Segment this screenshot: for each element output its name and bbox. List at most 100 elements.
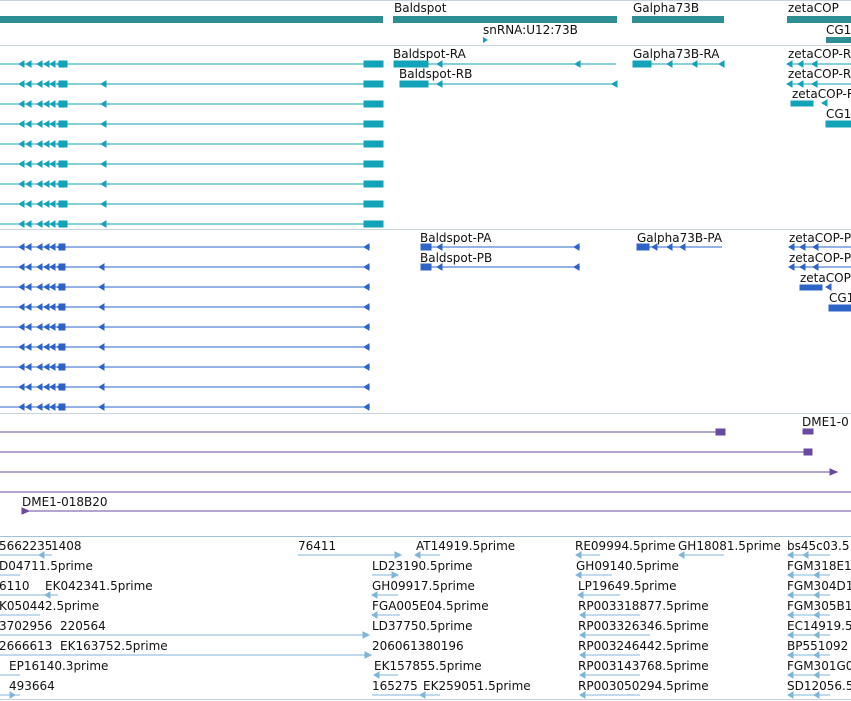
transcript-model[interactable] — [0, 220, 384, 228]
protein-baldspot-pa[interactable] — [420, 243, 580, 251]
est-label[interactable]: 76411 — [298, 539, 337, 553]
gene-label-snrna[interactable]: snRNA:U12:73B — [483, 23, 578, 37]
est-label[interactable]: RP003246442.5prime — [578, 639, 709, 653]
est-label[interactable]: RP003318877.5prime — [578, 599, 709, 613]
transcript-model[interactable] — [0, 100, 384, 108]
est-label[interactable]: RP003143768.5prime — [578, 659, 709, 673]
est-label[interactable]: AT14919.5prime — [416, 539, 516, 553]
protein-label-zetacop-p3[interactable]: zetaCOP- — [800, 271, 851, 285]
protein-model[interactable] — [0, 383, 370, 391]
protein-zetacop-p[interactable] — [788, 243, 851, 312]
est-label[interactable]: LD37750.5prime — [372, 619, 473, 633]
transcript-label-zetacop-r3[interactable]: zetaCOP-R — [792, 87, 851, 101]
est-label[interactable]: EP16140.3prime — [9, 659, 109, 673]
repeat-feature[interactable] — [0, 468, 839, 476]
est-label[interactable]: LD23190.5prime — [372, 559, 473, 573]
protein-model[interactable] — [0, 263, 370, 271]
transcript-label-zetacop-r2[interactable]: zetaCOP-R — [788, 67, 851, 81]
protein-baldspot-pb[interactable] — [420, 263, 580, 271]
protein-galpha73b-pa[interactable] — [636, 243, 722, 251]
est-label[interactable]: 220564 — [60, 619, 106, 633]
protein-model[interactable] — [0, 363, 370, 371]
est-label[interactable]: EC14919.5 — [787, 619, 851, 633]
est-label[interactable]: 1408 — [51, 539, 82, 553]
protein-label-baldspot-pb[interactable]: Baldspot-PB — [420, 251, 493, 265]
gene-label-cg1[interactable]: CG1 — [826, 23, 851, 37]
est-label[interactable]: FGM318E1 — [787, 559, 851, 573]
transcript-model[interactable] — [0, 80, 384, 88]
protein-model[interactable] — [0, 243, 370, 251]
protein-label-galpha73b-pa[interactable]: Galpha73B-PA — [637, 231, 723, 245]
transcript-label-baldspot-ra[interactable]: Baldspot-RA — [393, 47, 466, 61]
est-label[interactable]: FGM305B1 — [787, 599, 851, 613]
est-label[interactable]: RP003326346.5prime — [578, 619, 709, 633]
est-label[interactable]: 206061380196 — [372, 639, 464, 653]
repeat-label-dme1-018b20[interactable]: DME1-018B20 — [22, 495, 108, 509]
est-label[interactable]: FGA005E04.5prime — [372, 599, 489, 613]
est-label[interactable]: GH09917.5prime — [372, 579, 475, 593]
transcript-model[interactable] — [0, 60, 384, 68]
protein-label-zetacop-p1[interactable]: zetaCOP-P — [789, 231, 851, 245]
protein-model[interactable] — [0, 403, 370, 411]
est-label[interactable]: 2666613 — [0, 639, 53, 653]
rna-track[interactable] — [0, 46, 851, 230]
est-label[interactable]: EK163752.5prime — [60, 639, 168, 653]
repeat-feature[interactable] — [0, 428, 726, 436]
protein-model[interactable] — [0, 303, 370, 311]
est-label[interactable]: BP551092 — [787, 639, 849, 653]
est-label[interactable]: bs45c03.5 — [787, 539, 850, 553]
track-separator — [0, 45, 851, 46]
protein-label-zetacop-p2[interactable]: zetaCOP-P — [789, 251, 851, 265]
repeat-label-dme1[interactable]: DME1-0 — [802, 415, 849, 429]
gene-label-galpha73b[interactable]: Galpha73B — [633, 1, 700, 15]
gene-baldspot-bar — [393, 16, 617, 23]
protein-track[interactable] — [0, 230, 851, 414]
est-label[interactable]: EK259051.5prime — [423, 679, 531, 693]
transcript-label-cg1[interactable]: CG1 — [826, 107, 851, 121]
est-label[interactable]: 5662235 — [0, 539, 53, 553]
est-label[interactable]: GH09140.5prime — [576, 559, 679, 573]
est-label[interactable]: EK157855.5prime — [374, 659, 482, 673]
repeat-track[interactable] — [0, 414, 851, 518]
transcript-baldspot-ra[interactable] — [393, 60, 616, 68]
repeat-feature-dme1-018b20[interactable] — [21, 507, 851, 515]
est-label[interactable]: 3702956 — [0, 619, 53, 633]
est-label[interactable]: 6110 — [0, 579, 30, 593]
left-protein-group[interactable] — [0, 243, 370, 411]
est-label[interactable]: 493664 — [9, 679, 55, 693]
est-label[interactable]: 165275 — [372, 679, 418, 693]
est-label[interactable]: LP19649.5prime — [578, 579, 677, 593]
gene-label-zetacop[interactable]: zetaCOP — [788, 1, 839, 15]
transcript-label-baldspot-rb[interactable]: Baldspot-RB — [399, 67, 473, 81]
transcript-label-zetacop-r1[interactable]: zetaCOP-R — [788, 47, 851, 61]
protein-label-cg1[interactable]: CG1 — [829, 291, 851, 305]
est-label[interactable]: RP003050294.5prime — [578, 679, 709, 693]
transcript-model[interactable] — [0, 140, 384, 148]
est-label[interactable]: D04711.5prime — [0, 559, 93, 573]
transcript-model[interactable] — [0, 120, 384, 128]
est-label[interactable]: FGM301G0 — [787, 659, 851, 673]
left-transcript-group[interactable] — [0, 60, 384, 228]
est-label[interactable]: SD12056.5 — [787, 679, 851, 693]
repeat-feature[interactable] — [0, 448, 813, 456]
transcript-model[interactable] — [0, 180, 384, 188]
transcript-model[interactable] — [0, 160, 384, 168]
est-track[interactable] — [0, 537, 851, 701]
transcript-zetacop-r[interactable] — [786, 60, 851, 128]
est-label[interactable]: FGM304D1 — [787, 579, 851, 593]
gene-track[interactable] — [0, 0, 851, 46]
est-label[interactable]: GH18081.5prime — [678, 539, 781, 553]
protein-model[interactable] — [0, 283, 370, 291]
est-label[interactable]: EK042341.5prime — [45, 579, 153, 593]
transcript-galpha73b-ra[interactable] — [632, 60, 725, 68]
transcript-model[interactable] — [0, 200, 384, 208]
transcript-baldspot-rb[interactable] — [399, 80, 618, 88]
transcript-label-galpha73b-ra[interactable]: Galpha73B-RA — [633, 47, 720, 61]
gene-label-baldspot[interactable]: Baldspot — [394, 1, 447, 15]
est-label[interactable]: K050442.5prime — [0, 599, 100, 613]
protein-model[interactable] — [0, 323, 370, 331]
est-label[interactable]: RE09994.5prime — [575, 539, 676, 553]
protein-model[interactable] — [0, 343, 370, 351]
protein-label-baldspot-pa[interactable]: Baldspot-PA — [420, 231, 492, 245]
